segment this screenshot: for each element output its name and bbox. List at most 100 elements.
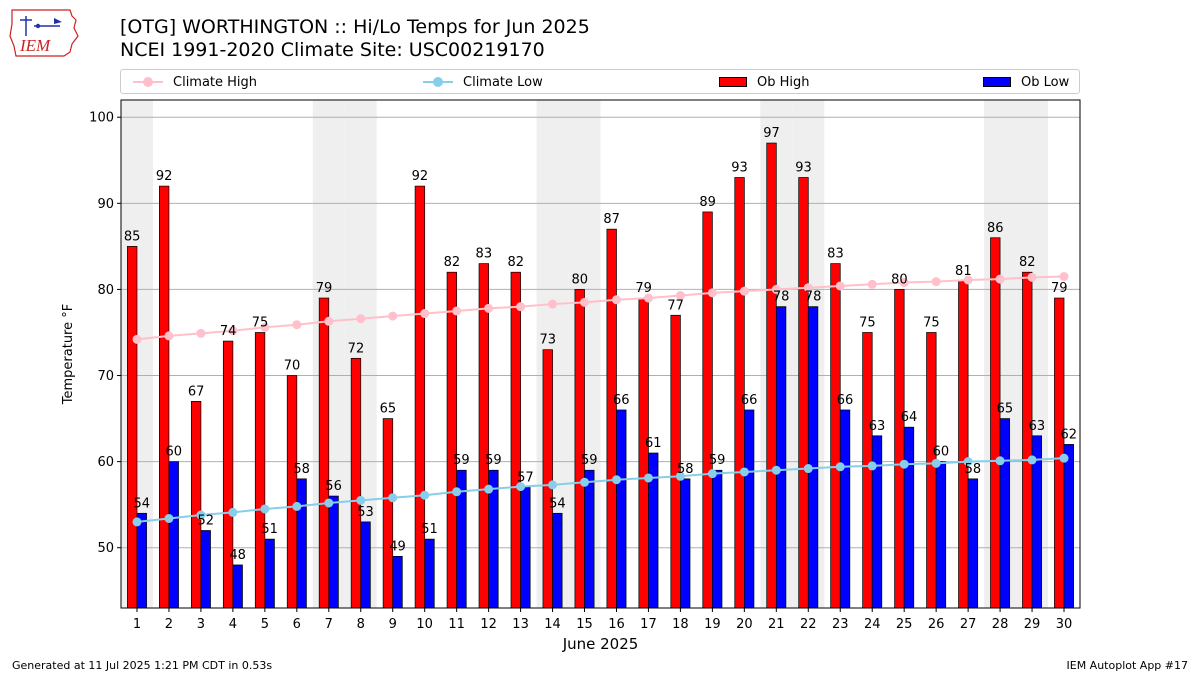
x-tick-label: 20: [736, 617, 753, 632]
ob-high-value-label: 97: [763, 126, 780, 141]
climate-high-point: [675, 290, 685, 300]
ob-low-value-label: 78: [773, 290, 790, 305]
ob-high-value-label: 82: [444, 255, 461, 270]
x-tick-label: 8: [357, 617, 365, 632]
ob-low-bar: [967, 478, 979, 609]
ob-low-bar: [999, 418, 1011, 609]
ob-high-value-label: 92: [412, 169, 429, 184]
ob-high-bar: [222, 340, 234, 609]
ob-low-value-label: 59: [709, 453, 726, 468]
climate-high-point: [548, 299, 558, 309]
ob-low-bar: [520, 487, 531, 609]
x-tick-label: 3: [197, 617, 205, 632]
ob-high-bar: [606, 228, 617, 609]
ob-high-swatch: [719, 77, 747, 87]
x-tick-label: 22: [800, 617, 817, 632]
ob-high-value-label: 85: [124, 229, 141, 244]
climate-high-point: [771, 284, 781, 294]
ob-high-value-label: 79: [1051, 281, 1068, 296]
x-tick-label: 26: [928, 617, 945, 632]
climate-high-point: [1027, 272, 1037, 282]
chart-title: [OTG] WORTHINGTON :: Hi/Lo Temps for Jun…: [120, 16, 590, 38]
x-tick-label: 27: [960, 617, 977, 632]
climate-high-point: [164, 331, 174, 341]
climate-high-point: [516, 302, 526, 312]
climate-high-point: [931, 277, 941, 287]
x-tick-label: 4: [229, 617, 237, 632]
ob-high-bar: [159, 185, 170, 609]
x-tick-label: 16: [608, 617, 625, 632]
ob-high-bar: [990, 237, 1001, 609]
ob-high-bar: [350, 357, 362, 609]
ob-low-value-label: 59: [485, 453, 502, 468]
climate-low-point: [1059, 453, 1069, 463]
ob-low-bar: [775, 306, 787, 609]
x-tick-label: 11: [448, 617, 465, 632]
climate-low-point: [260, 504, 270, 514]
climate-low-point: [867, 461, 877, 471]
climate-high-point: [228, 326, 238, 336]
ob-high-bar: [190, 401, 202, 609]
climate-high-point: [1059, 272, 1069, 282]
climate-high-point: [196, 328, 206, 338]
x-tick-label: 2: [165, 617, 173, 632]
ob-low-value-label: 78: [805, 290, 822, 305]
y-axis-label: Temperature °F: [61, 304, 76, 405]
ob-high-bar: [382, 418, 394, 609]
ob-high-value-label: 77: [667, 298, 684, 313]
ob-low-bar: [424, 538, 435, 609]
ob-high-value-label: 72: [348, 341, 365, 356]
ob-low-bar: [903, 426, 915, 609]
ob-high-value-label: 75: [252, 315, 269, 330]
climate-high-point: [324, 316, 334, 326]
climate-low-point: [356, 495, 366, 505]
climate-low-point: [611, 475, 621, 485]
climate-low-point: [388, 493, 398, 503]
x-tick-label: 23: [832, 617, 849, 632]
x-tick-label: 9: [389, 617, 397, 632]
ob-high-value-label: 92: [156, 169, 173, 184]
ob-high-bar: [510, 271, 521, 609]
ob-low-bar: [584, 469, 595, 609]
ob-low-swatch: [983, 77, 1011, 87]
ob-high-value-label: 80: [891, 272, 908, 287]
climate-low-point: [516, 482, 526, 492]
ob-low-bar: [743, 409, 755, 609]
climate-high-point: [292, 320, 302, 330]
ob-high-value-label: 82: [1019, 255, 1036, 270]
ob-high-value-label: 87: [603, 212, 620, 227]
ob-high-bar: [542, 349, 553, 609]
legend-item-ob-low: Ob Low: [983, 73, 1069, 91]
ob-high-value-label: 93: [795, 160, 812, 175]
x-tick-label: 5: [261, 617, 269, 632]
chart-legend: Climate High Climate Low Ob High Ob Low: [120, 69, 1080, 94]
ob-high-value-label: 73: [539, 333, 556, 348]
legend-label-climate-low: Climate Low: [463, 74, 543, 90]
ob-high-value-label: 81: [955, 264, 972, 279]
ob-low-value-label: 65: [997, 402, 1014, 417]
climate-low-line: [136, 457, 1065, 523]
ob-low-value-label: 48: [229, 548, 246, 563]
climate-low-point: [196, 510, 206, 520]
ob-low-value-label: 66: [741, 393, 758, 408]
climate-low-point: [643, 473, 653, 483]
ob-low-bar: [712, 469, 723, 609]
x-tick-label: 18: [672, 617, 689, 632]
ob-high-bar: [702, 211, 713, 609]
legend-item-climate-high: Climate High: [133, 73, 257, 91]
ob-low-value-label: 63: [1029, 419, 1046, 434]
ob-low-bar: [680, 478, 691, 609]
app-footer: IEM Autoplot App #17: [1066, 659, 1189, 672]
ob-low-value-label: 66: [837, 393, 854, 408]
y-tick-label: 90: [97, 197, 114, 212]
climate-low-point: [420, 490, 430, 500]
ob-high-bar: [478, 263, 489, 609]
x-tick-label: 7: [325, 617, 333, 632]
x-tick-label: 13: [512, 617, 529, 632]
x-tick-label: 24: [864, 617, 881, 632]
chart-subtitle: NCEI 1991-2020 Climate Site: USC00219170: [120, 39, 545, 61]
climate-high-point: [260, 322, 270, 332]
climate-high-point: [611, 295, 621, 305]
ob-high-bar: [638, 297, 649, 609]
